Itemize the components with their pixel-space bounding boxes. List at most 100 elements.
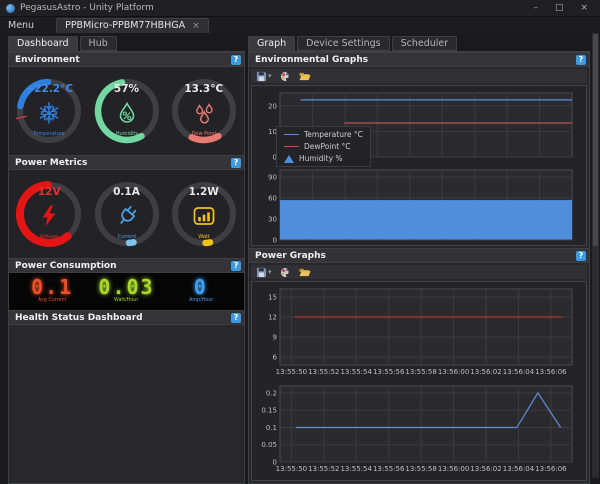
save-icon[interactable]: ▾	[256, 71, 272, 82]
avg-current-label: Avg Current	[37, 297, 67, 303]
environmental-graphs-section: Environmental Graphs ? ▾ 20 10 0 90 60 30 0 T…	[249, 52, 589, 248]
svg-text:0: 0	[273, 237, 277, 245]
window-titlebar: PegasusAstro - Unity Platform – □ ×	[0, 0, 600, 17]
lightning-icon	[37, 202, 61, 227]
svg-text:13:55:50: 13:55:50	[276, 368, 307, 376]
legend-label: DewPoint °C	[304, 142, 351, 151]
svg-text:0: 0	[273, 459, 277, 467]
device-tab[interactable]: PPBMicro-PPBM77HBHGA ×	[56, 18, 209, 33]
environment-gauges: +22.2°C Temperature 57% Humidity 13.3°C D…	[9, 67, 244, 155]
watt-hour-label: Watt/Hour	[114, 297, 139, 303]
tab-dashboard[interactable]: Dashboard	[8, 36, 78, 52]
svg-text:90: 90	[268, 174, 277, 182]
snowflake-icon	[37, 99, 61, 124]
current-gauge: 0.1A Current	[90, 175, 164, 253]
dew-drops-icon	[192, 99, 216, 124]
amp-hour-value: 0	[193, 275, 208, 299]
palette-icon[interactable]	[280, 267, 291, 278]
health-status-body	[9, 325, 244, 483]
humidity-gauge: 57% Humidity	[90, 72, 164, 150]
svg-text:12: 12	[268, 314, 277, 322]
help-button-power-graphs[interactable]: ?	[576, 250, 586, 261]
help-button-environment[interactable]: ?	[231, 54, 241, 65]
humidity-drop-icon	[115, 99, 139, 123]
svg-text:15: 15	[268, 294, 277, 302]
gauge-value: +22.2°C	[25, 83, 74, 95]
svg-text:0.05: 0.05	[261, 441, 277, 449]
svg-text:13:56:04: 13:56:04	[503, 368, 535, 376]
svg-text:13:55:58: 13:55:58	[405, 465, 436, 473]
svg-text:13:55:56: 13:55:56	[373, 368, 405, 376]
device-tab-close-icon[interactable]: ×	[192, 20, 200, 31]
tab-hub[interactable]: Hub	[79, 36, 117, 51]
gauge-label: Humidity	[115, 130, 138, 137]
svg-text:13:55:54: 13:55:54	[340, 465, 372, 473]
avg-current-value: 0.1	[31, 275, 74, 299]
svg-text:6: 6	[273, 354, 278, 362]
legend-item: Temperature °C	[284, 130, 363, 139]
dewpoint-gauge: 13.3°C Dew Point	[167, 72, 241, 150]
tab-scheduler[interactable]: Scheduler	[391, 36, 458, 51]
palette-icon[interactable]	[280, 71, 291, 82]
svg-text:13:55:56: 13:55:56	[373, 465, 405, 473]
legend-label: Humidity %	[299, 154, 343, 163]
window-controls: – □ ×	[533, 3, 594, 13]
power-consumption-title: Power Consumption	[15, 260, 117, 271]
legend-swatch	[284, 134, 299, 135]
open-folder-icon[interactable]	[299, 267, 311, 278]
help-button-environmental-graphs[interactable]: ?	[576, 54, 586, 65]
display-avg-current: 0.1 Avg Current	[15, 276, 89, 306]
tab-device-settings[interactable]: Device Settings	[297, 36, 390, 51]
window-title: PegasusAstro - Unity Platform	[20, 3, 154, 13]
svg-text:13:56:06: 13:56:06	[535, 465, 567, 473]
voltage-gauge: 12V Voltage	[12, 175, 86, 253]
svg-text:0.1: 0.1	[266, 424, 277, 432]
save-dropdown-caret[interactable]: ▾	[268, 267, 272, 276]
save-icon[interactable]: ▾	[256, 267, 272, 278]
amp-hour-label: Amp/Hour	[188, 297, 213, 303]
help-button-power-consumption[interactable]: ?	[231, 260, 241, 271]
legend-item: DewPoint °C	[284, 142, 363, 151]
temperature-gauge: +22.2°C Temperature	[12, 72, 86, 150]
minimize-button[interactable]: –	[533, 3, 538, 13]
svg-text:60: 60	[268, 195, 277, 203]
svg-text:9: 9	[273, 334, 277, 342]
power-consumption-display-row: 0.1 Avg Current 0.03 Watt/Hour 0 Amp/Hou…	[9, 273, 244, 310]
right-scrollbar[interactable]	[592, 33, 599, 478]
gauge-value: 1.2W	[188, 186, 219, 198]
svg-text:13:56:04: 13:56:04	[503, 465, 535, 473]
svg-text:30: 30	[268, 216, 277, 224]
svg-text:13:55:54: 13:55:54	[340, 368, 372, 376]
scrollbar-thumb[interactable]	[593, 34, 598, 246]
menu-button[interactable]: Menu	[8, 20, 35, 31]
device-tab-label: PPBMicro-PPBM77HBHGA	[65, 20, 186, 31]
gauge-value: 0.1A	[113, 186, 140, 198]
environment-section-header: Environment ?	[9, 52, 244, 67]
gauge-label: Dew Point	[191, 130, 217, 137]
tab-graph[interactable]: Graph	[248, 36, 296, 52]
close-button[interactable]: ×	[580, 3, 588, 13]
power-graphs-header: Power Graphs ?	[249, 248, 589, 263]
svg-text:13:55:50: 13:55:50	[276, 465, 307, 473]
help-button-health-status[interactable]: ?	[231, 312, 241, 323]
graphs-column: Graph Device Settings Scheduler Environm…	[248, 36, 590, 484]
environmental-graphs-title: Environmental Graphs	[255, 54, 369, 65]
main-area: Dashboard Hub Environment ? +22.2°C Tempe…	[0, 33, 600, 484]
gauge-value: 13.3°C	[184, 83, 224, 95]
svg-text:13:56:06: 13:56:06	[535, 368, 567, 376]
help-button-power-metrics[interactable]: ?	[231, 157, 241, 168]
health-status-section-header: Health Status Dashboard ?	[9, 310, 244, 325]
maximize-button[interactable]: □	[554, 3, 564, 13]
svg-text:13:56:02: 13:56:02	[470, 465, 501, 473]
power-charts-box: 15 12 9 6 13:55:50 13:55:52 13:55:54 13:55:56 13…	[251, 281, 587, 481]
dashboard-column: Dashboard Hub Environment ? +22.2°C Tempe…	[8, 36, 245, 484]
left-tabstrip: Dashboard Hub	[8, 36, 245, 52]
legend-swatch	[284, 146, 299, 147]
legend-item: Humidity %	[284, 154, 363, 163]
display-amp-hour: 0 Amp/Hour	[164, 276, 238, 306]
graph-panel: Environmental Graphs ? ▾ 20 10 0 90 60 30 0 T…	[248, 51, 590, 484]
legend-swatch	[284, 154, 294, 163]
save-dropdown-caret[interactable]: ▾	[268, 71, 272, 80]
open-folder-icon[interactable]	[299, 71, 311, 82]
